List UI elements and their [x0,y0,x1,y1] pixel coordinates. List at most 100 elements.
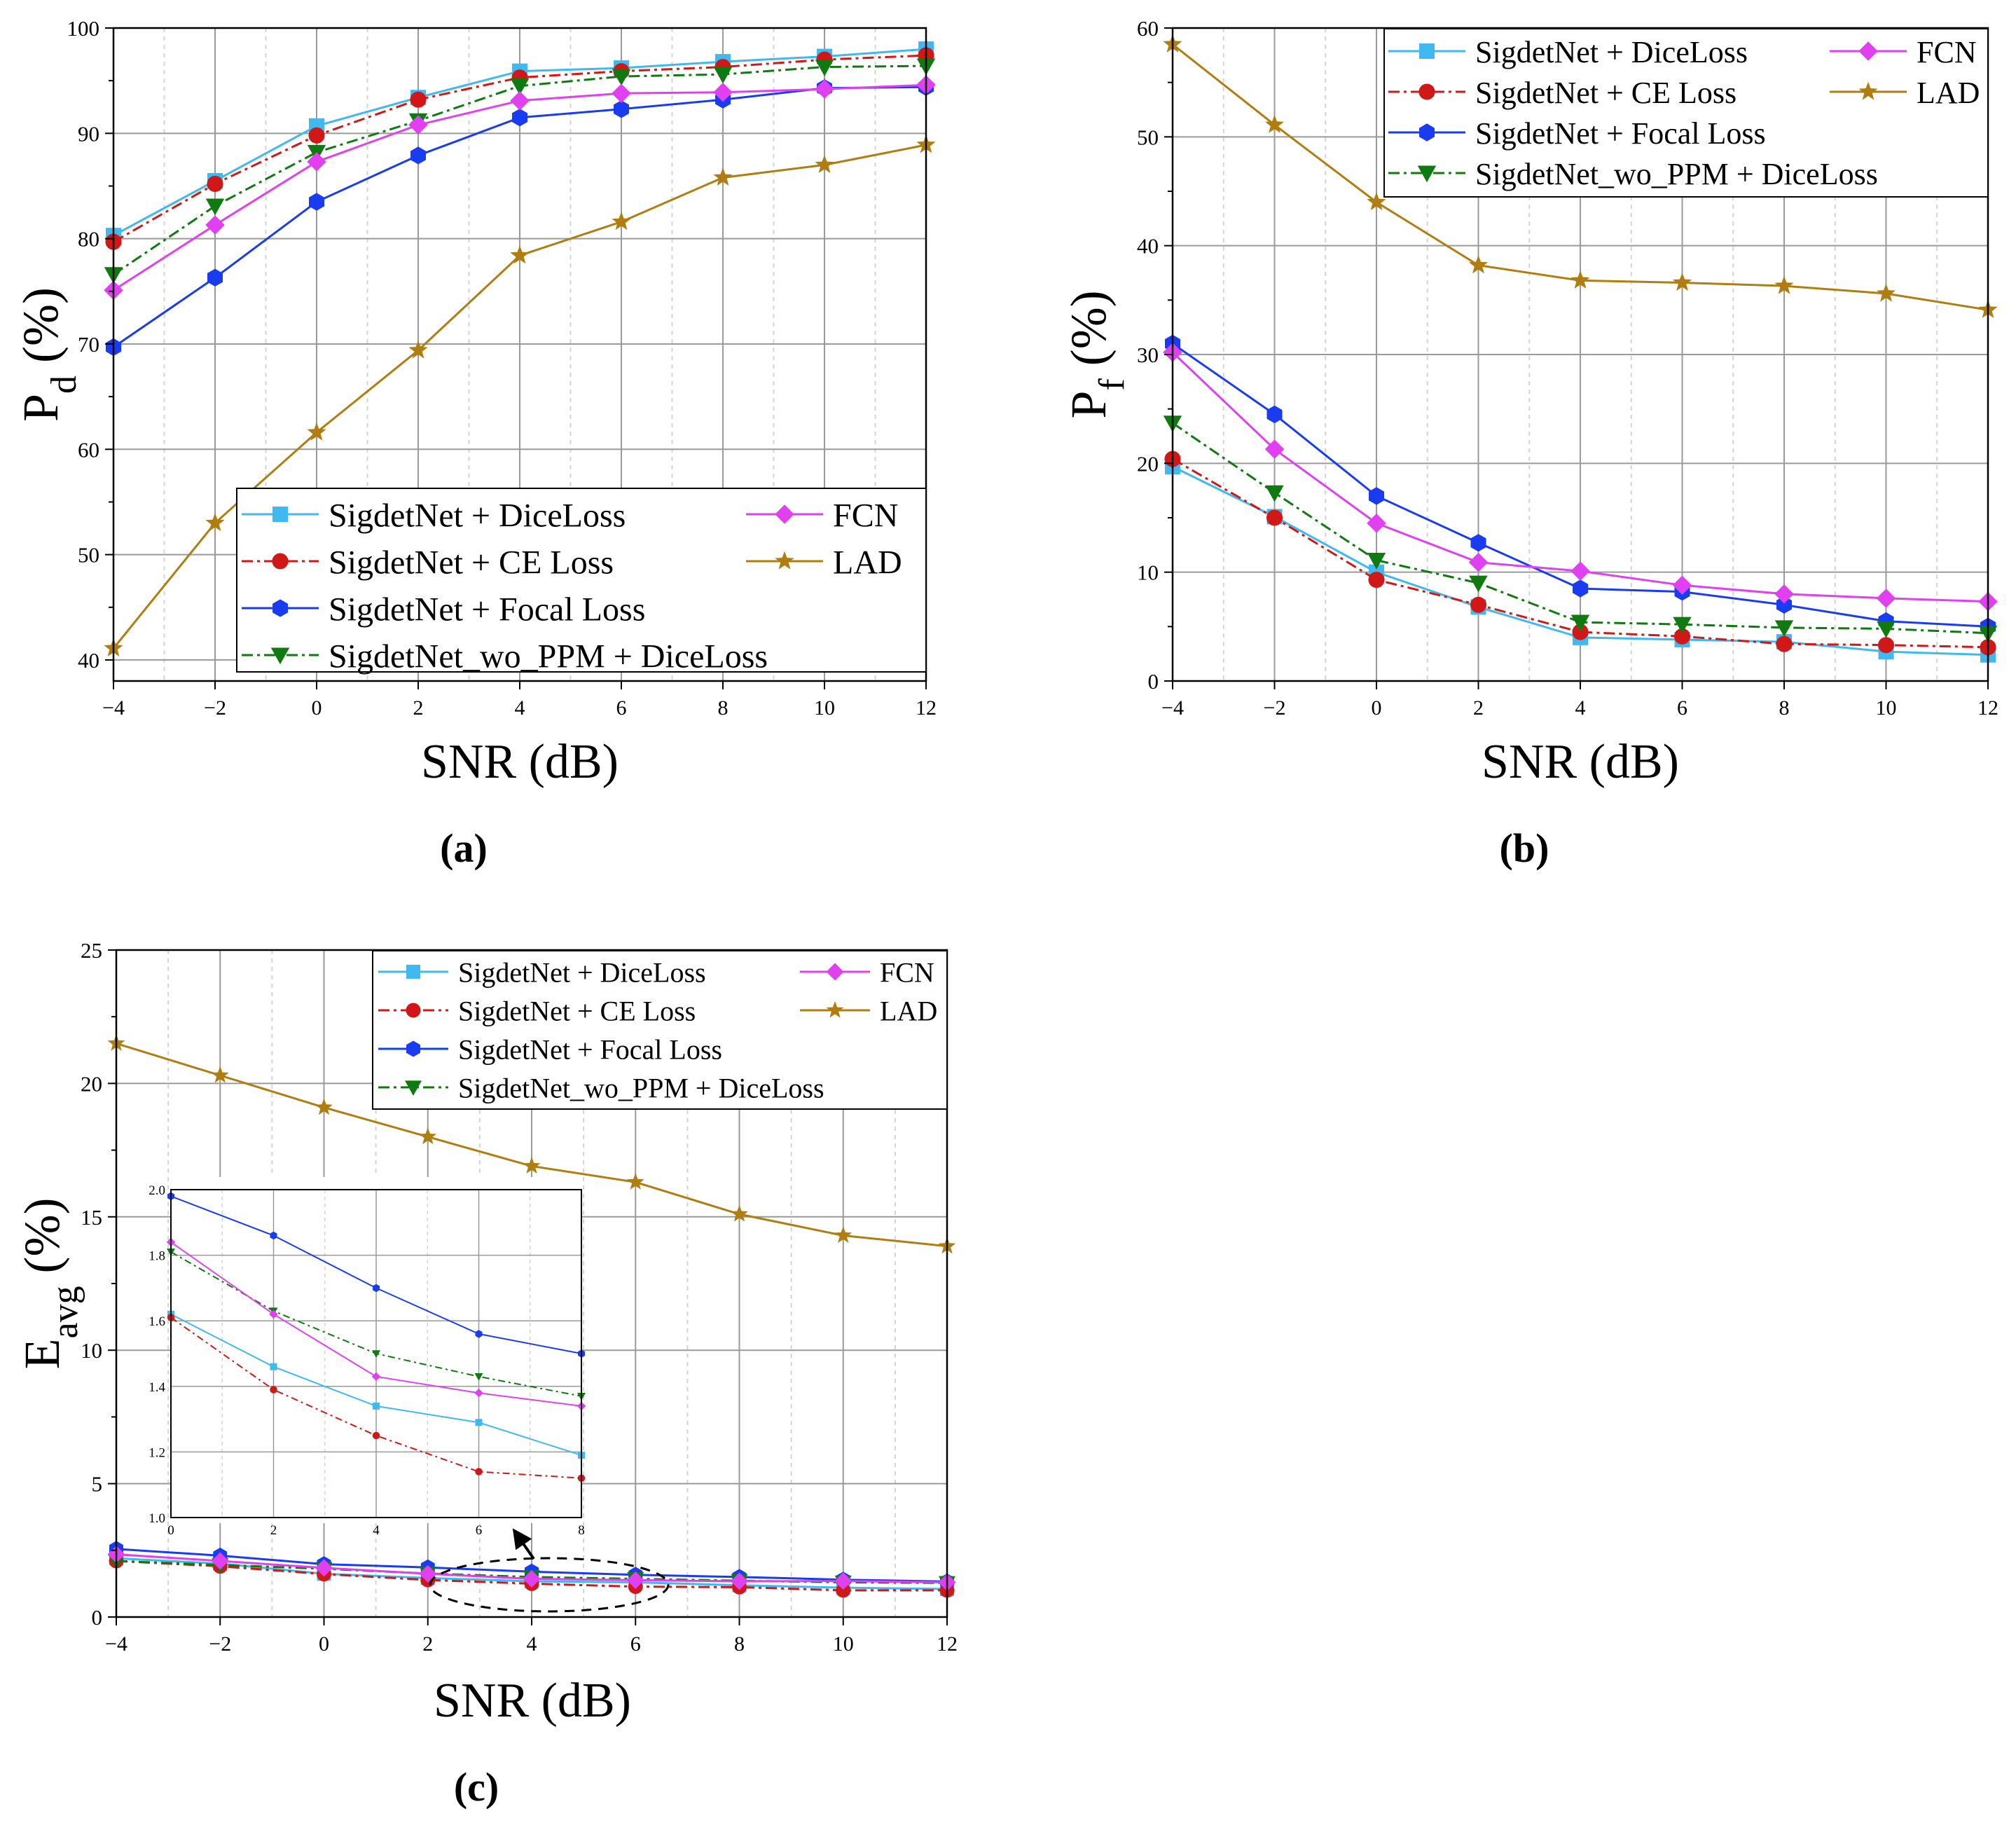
pc-ytick-label: 0 [92,1605,103,1630]
pc-point-lad [731,1205,748,1222]
inset-point-fcn [474,1388,483,1398]
inset-ticks: 0 2 4 6 8 1.0 1.2 1.4 1.6 1.8 2.0 [149,1183,585,1538]
panel-a-y-axis-title: Pd (%) [13,287,84,422]
pb-point-ce [1673,628,1691,645]
pc-xtick-label: 4 [527,1632,537,1656]
pa-point-fcn [408,115,428,135]
pc-point-fcn [626,1571,644,1589]
pa-point-fcn [612,83,631,103]
pa-legend-label-lad: LAD [833,544,902,581]
pb-series-fcn [1163,343,1998,612]
pc-xtick-label: −4 [105,1632,127,1656]
pb-point-lad [1774,275,1794,294]
pc-point-lad [834,1226,852,1243]
panel-b-caption: (b) [1500,825,1549,871]
pa-point-lad [307,422,326,441]
inset-frame [170,1189,582,1518]
pb-legend-label-wo_ppm: SigdetNet_wo_PPM + DiceLoss [1475,157,1878,191]
pa-xtick-label: 12 [916,696,937,720]
inset-point-fcn [269,1309,278,1319]
pb-line-ce [1172,458,1989,649]
panel-c-ylabel-main: E [14,1339,70,1370]
inset-point-focal [373,1284,380,1293]
panel-c-legend-entries: SigdetNet + DiceLoss SigdetNet + CE Loss S… [378,956,937,1103]
inset-series-ce [167,1314,586,1483]
panel-b-ylabel-unit: (%) [1061,290,1117,366]
panel-b-ylabel-sub: f [1092,378,1132,391]
pa-point-fcn [510,90,530,111]
pc-ytick-label: 25 [81,938,102,963]
panel-a-legend-entries: SigdetNet + DiceLoss SigdetNet + CE Loss S… [242,497,902,675]
pc-legend-label-lad: LAD [880,995,937,1026]
pb-point-wo_ppm [1774,620,1794,638]
pb-point-focal [1470,534,1486,552]
pc-legend-label-dice: SigdetNet + DiceLoss [458,956,706,988]
inset-xtick-label: 8 [578,1523,585,1538]
pa-point-lad [815,155,834,173]
pa-ytick-label: 60 [78,437,99,462]
pa-legend-marker-lad [775,551,794,570]
pb-point-ce [1776,635,1793,652]
pb-legend-marker-fcn [1858,41,1878,61]
panel-a-legend-box [236,488,927,673]
panel-b-series [1163,34,1998,663]
pc-xtick-label: −2 [209,1632,231,1656]
pb-point-focal [1573,579,1588,598]
pb-point-lad [1367,192,1386,211]
inset-point-focal [475,1330,483,1338]
pc-ytick-label: 20 [81,1071,102,1096]
pc-ytick-label: 15 [81,1205,102,1230]
pb-legend-label-focal: SigdetNet + Focal Loss [1475,116,1766,151]
pb-ytick-label: 60 [1137,16,1159,41]
pa-point-focal [207,268,223,287]
panel-b-ylabel-main: P [1061,391,1117,419]
pb-point-focal [1266,405,1283,424]
pc-xtick-label: 0 [319,1632,329,1656]
pa-xtick-label: 6 [616,696,627,720]
pc-point-lad [211,1066,229,1083]
panel-c-series [107,1034,956,1598]
pa-xtick-label: 4 [515,696,525,720]
pc-xtick-label: 6 [630,1632,641,1656]
pc-legend-marker-wo_ppm [405,1080,422,1096]
pb-point-ce [1572,624,1589,640]
pa-ytick-label: 80 [78,227,99,252]
inset-point-fcn [371,1372,381,1382]
pb-legend-label-ce: SigdetNet + CE Loss [1475,76,1737,110]
panel-b-y-axis-title: Pf (%) [1061,290,1132,418]
inset-point-wo_ppm [372,1350,380,1358]
panel-b-legend-box [1383,28,1989,198]
pc-ytick-label: 5 [92,1472,103,1497]
panel-c-caption: (c) [454,1764,499,1810]
pa-legend-marker-wo_ppm [270,647,290,665]
panel-a-ticks: −4 −2 0 2 4 6 8 10 12 40 50 60 70 80 90 100 [67,16,937,720]
pa-point-wo_ppm [612,69,631,86]
inset-point-ce [372,1431,380,1440]
pb-xtick-label: 2 [1473,696,1484,720]
pc-point-lad [419,1127,437,1145]
inset-xtick-label: 0 [167,1523,174,1538]
pc-xtick-label: 8 [734,1632,745,1656]
pb-series-wo_ppm [1163,415,1998,642]
pb-series-ce [1164,450,1996,656]
inset-point-ce [475,1468,483,1475]
panel-a-ylabel-sub: d [44,376,84,394]
pa-point-ce [207,175,223,193]
pc-legend-label-focal: SigdetNet + Focal Loss [458,1033,722,1065]
pa-legend-marker-dice [272,507,288,522]
pb-ytick-label: 30 [1137,343,1159,367]
pb-legend-marker-wo_ppm [1417,165,1437,183]
pa-point-fcn [713,82,733,102]
pa-legend-label-fcn: FCN [833,497,898,534]
pb-xtick-label: 4 [1575,696,1586,720]
pb-point-fcn [1264,439,1285,459]
pa-point-lad [408,340,428,359]
inset-series [166,1192,586,1483]
pc-line-ce [116,1560,947,1592]
pb-xtick-label: −4 [1161,696,1184,720]
inset-xtick-label: 4 [373,1523,380,1538]
pa-point-wo_ppm [713,67,733,84]
pa-point-focal [309,193,324,211]
